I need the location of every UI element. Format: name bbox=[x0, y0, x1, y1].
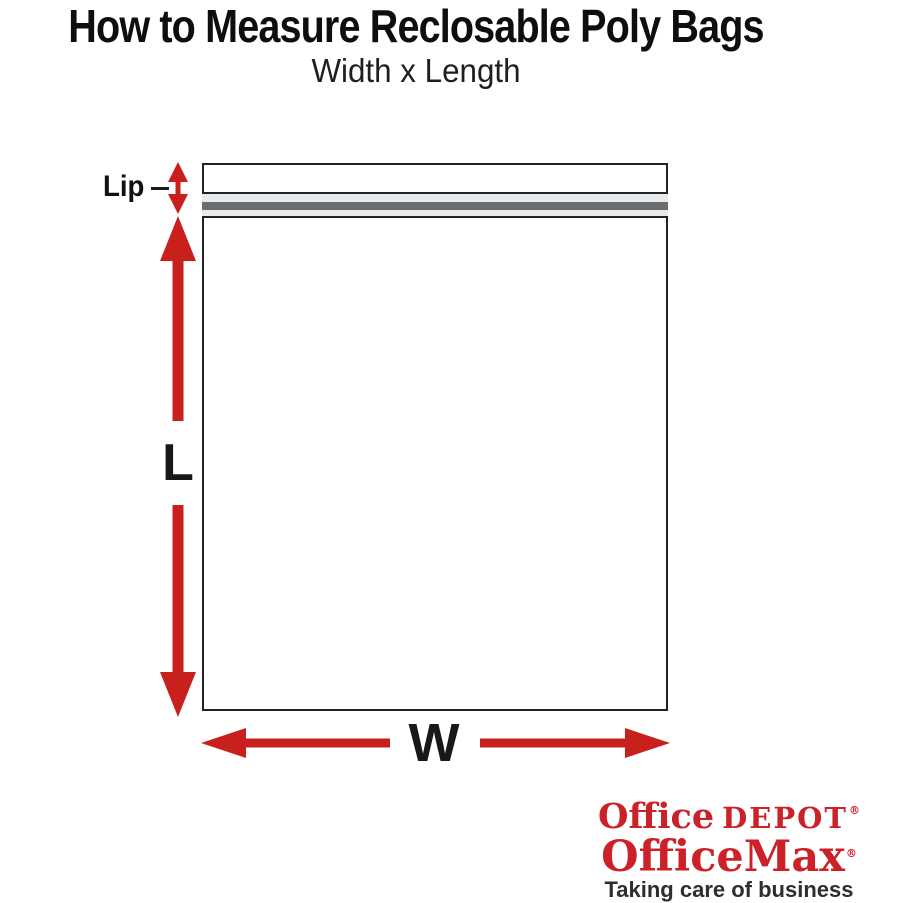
zipper-track-bottom bbox=[202, 210, 668, 216]
lip-label: Lip bbox=[103, 170, 145, 203]
office-depot-officemax-logo: Office DEPOT® OfficeMax® Taking care of b… bbox=[588, 794, 870, 903]
logo-officemax-line: OfficeMax® bbox=[588, 834, 870, 879]
length-arrowhead-up-icon bbox=[160, 216, 196, 261]
logo-tagline: Taking care of business bbox=[604, 877, 854, 902]
length-label: L bbox=[162, 434, 194, 492]
logo-depot-text: DEPOT bbox=[722, 801, 848, 835]
registered-trademark-icon: ® bbox=[849, 804, 860, 817]
zipper-slider-band bbox=[202, 202, 668, 210]
width-arrow-shaft-left bbox=[244, 738, 390, 748]
lip-measure-arrow bbox=[168, 162, 188, 214]
logo-office-depot-line: Office DEPOT® bbox=[588, 794, 870, 835]
length-measure-arrow bbox=[160, 216, 196, 717]
poly-bag-outline bbox=[202, 163, 668, 711]
header: How to Measure Reclosable Poly Bags Widt… bbox=[0, 2, 832, 88]
lip-arrowhead-up-icon bbox=[168, 162, 188, 182]
lip-leader-line bbox=[151, 187, 169, 190]
registered-trademark-icon: ® bbox=[845, 847, 857, 860]
width-measure-arrow bbox=[201, 728, 670, 758]
zipper-track-top bbox=[202, 194, 668, 202]
length-arrowhead-down-icon bbox=[160, 672, 196, 717]
width-label: W bbox=[408, 713, 460, 773]
lip-arrowhead-down-icon bbox=[168, 194, 188, 214]
length-arrow-shaft-bottom bbox=[172, 505, 184, 675]
bag-zipper-seal bbox=[202, 192, 668, 218]
page-title: How to Measure Reclosable Poly Bags bbox=[68, 0, 764, 52]
width-arrowhead-left-icon bbox=[201, 728, 246, 758]
logo-office-text: Office bbox=[598, 796, 715, 837]
width-arrowhead-right-icon bbox=[625, 728, 670, 758]
width-arrow-shaft-right bbox=[480, 738, 629, 748]
logo-officemax-text: OfficeMax bbox=[601, 832, 845, 882]
length-arrow-shaft-top bbox=[172, 259, 184, 421]
lip-arrow-shaft bbox=[175, 180, 181, 196]
subtitle: Width x Length bbox=[311, 52, 521, 89]
